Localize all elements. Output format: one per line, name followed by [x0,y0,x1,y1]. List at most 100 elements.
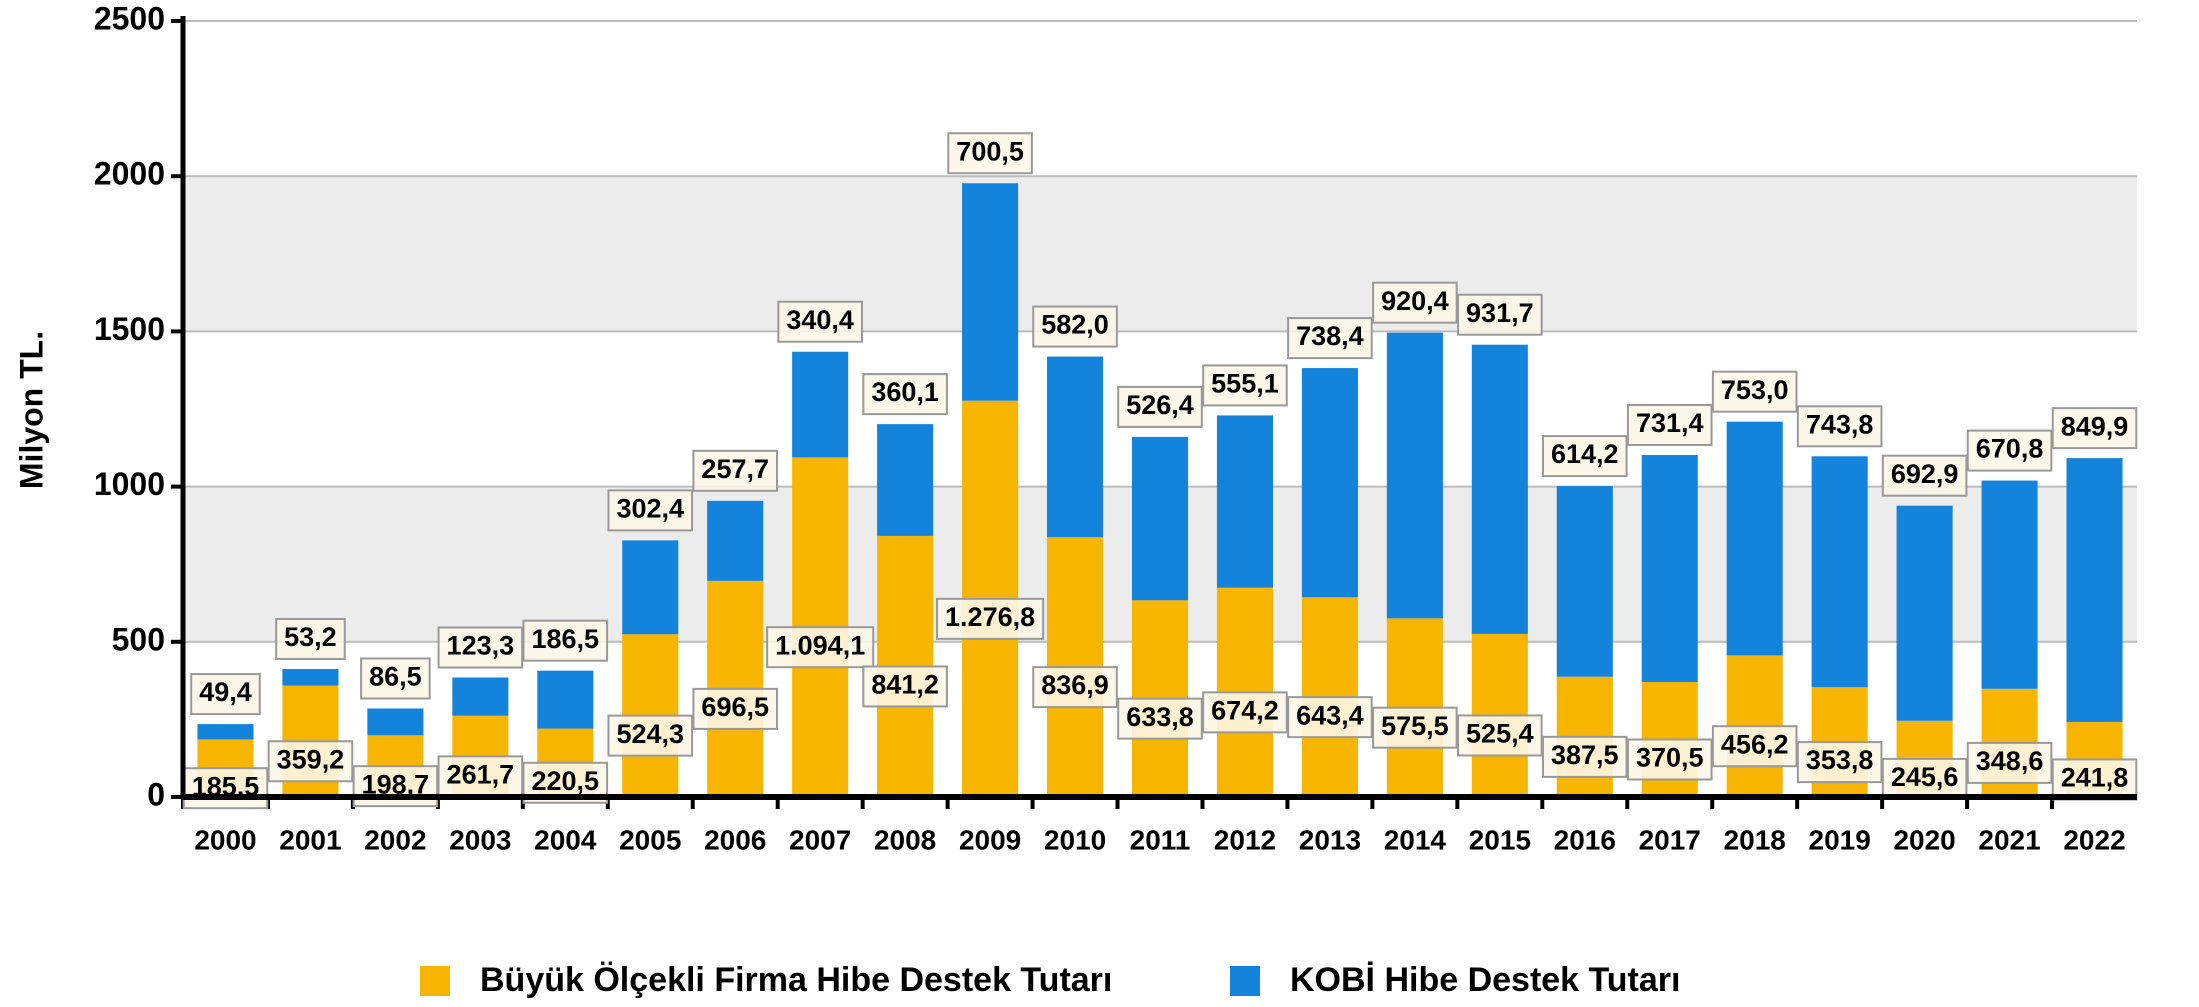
x-tick-label: 2010 [1044,824,1106,855]
y-axis-label: Milyon TL. [13,331,49,489]
grid-band [183,21,2137,177]
value-label: 370,5 [1636,743,1704,773]
value-label: 674,2 [1211,695,1279,725]
bar-segment [197,724,254,740]
value-label: 753,0 [1721,375,1789,405]
y-tick-label: 2500 [94,0,165,36]
value-label: 348,6 [1976,746,2044,776]
legend-swatch [420,966,450,996]
value-label: 353,8 [1806,745,1874,775]
value-label-box [1796,741,1883,784]
grid-band [183,176,2137,332]
x-tick-label: 2006 [704,824,766,855]
value-label: 49,4 [199,677,252,707]
value-label: 575,5 [1381,711,1449,741]
value-label: 526,4 [1126,390,1194,420]
value-label: 614,2 [1551,439,1619,469]
value-label: 696,5 [701,692,769,722]
value-label: 633,8 [1126,702,1194,732]
value-label-box [862,665,948,708]
value-label-box [607,714,694,757]
value-label: 731,4 [1636,408,1704,438]
value-label: 670,8 [1976,434,2044,464]
x-tick-label: 2011 [1130,824,1191,855]
value-label: 53,2 [284,622,337,652]
value-label-box [1032,666,1118,709]
value-label-box [692,449,779,492]
value-label-box [1796,405,1883,448]
value-label-box [936,597,1045,640]
bar-segment [1301,368,1358,598]
bar-segment [1131,436,1189,601]
x-tick-label: 2015 [1469,824,1531,855]
value-label: 841,2 [871,670,939,700]
y-tick-label: 1500 [94,311,165,347]
bar-segment [1811,456,1868,688]
x-tick-label: 2016 [1554,824,1616,855]
value-label: 302,4 [616,494,684,524]
value-label: 359,2 [277,744,345,774]
bar-segment [792,351,849,458]
value-label-box [1117,385,1203,428]
x-tick-label: 2020 [1893,824,1955,855]
value-label-box [1287,317,1373,360]
value-label: 1.094,1 [775,630,865,660]
bar-segment [537,670,594,729]
value-label-box [862,373,948,416]
value-label-box [1372,706,1458,749]
x-tick-label: 2013 [1299,824,1361,855]
value-label: 582,0 [1041,310,1109,340]
bar-segment [1471,344,1528,634]
bar-segment [962,183,1019,401]
value-label-box [437,755,524,798]
value-label-box [182,767,269,810]
bar-segment [1726,421,1783,656]
value-label: 920,4 [1381,286,1449,316]
legend-label: Büyük Ölçekli Firma Hibe Destek Tutarı [480,961,1112,999]
bar-segment [877,424,934,536]
bar-segment [2066,458,2123,722]
bar-segment [1556,486,1613,677]
value-label-box [190,673,261,716]
x-tick-label: 2005 [619,824,681,855]
y-tick-label: 500 [112,621,165,657]
value-label: 931,7 [1466,298,1534,328]
bar-segment [1386,332,1443,619]
value-label-box [360,657,431,700]
value-label: 700,5 [956,136,1024,166]
value-label: 743,8 [1806,409,1874,439]
value-label: 849,9 [2061,411,2129,441]
value-label-box [1117,697,1203,740]
value-label-box [766,626,875,669]
y-tick-label: 0 [147,776,165,812]
x-tick-label: 2003 [449,824,511,855]
value-label: 555,1 [1211,369,1279,399]
value-label-box [1202,691,1288,734]
x-tick-label: 2012 [1214,824,1276,855]
value-label: 186,5 [532,624,600,654]
value-label-box [607,489,694,532]
bar-segment [1641,454,1698,682]
x-tick-label: 2017 [1639,824,1701,855]
value-label-box [1881,757,1968,800]
value-label-box [777,300,863,343]
value-label: 836,9 [1041,670,1109,700]
x-tick-label: 2000 [194,824,256,855]
y-tick-label: 2000 [94,156,165,192]
value-label-box [1711,725,1798,768]
value-label: 643,4 [1296,700,1364,730]
value-label-box [267,740,354,783]
value-label-box [947,132,1033,175]
value-label-box [1966,741,2053,784]
x-tick-label: 2001 [279,824,341,855]
value-label-box [1457,293,1543,336]
value-label-box [1202,364,1288,407]
value-label-box [275,617,346,660]
bar-segment [622,540,679,635]
bar-segment [1216,415,1273,588]
x-tick-label: 2021 [1978,824,2040,855]
value-label: 241,8 [2061,763,2129,793]
value-label-box [2051,407,2138,450]
bar-segment [282,668,339,686]
